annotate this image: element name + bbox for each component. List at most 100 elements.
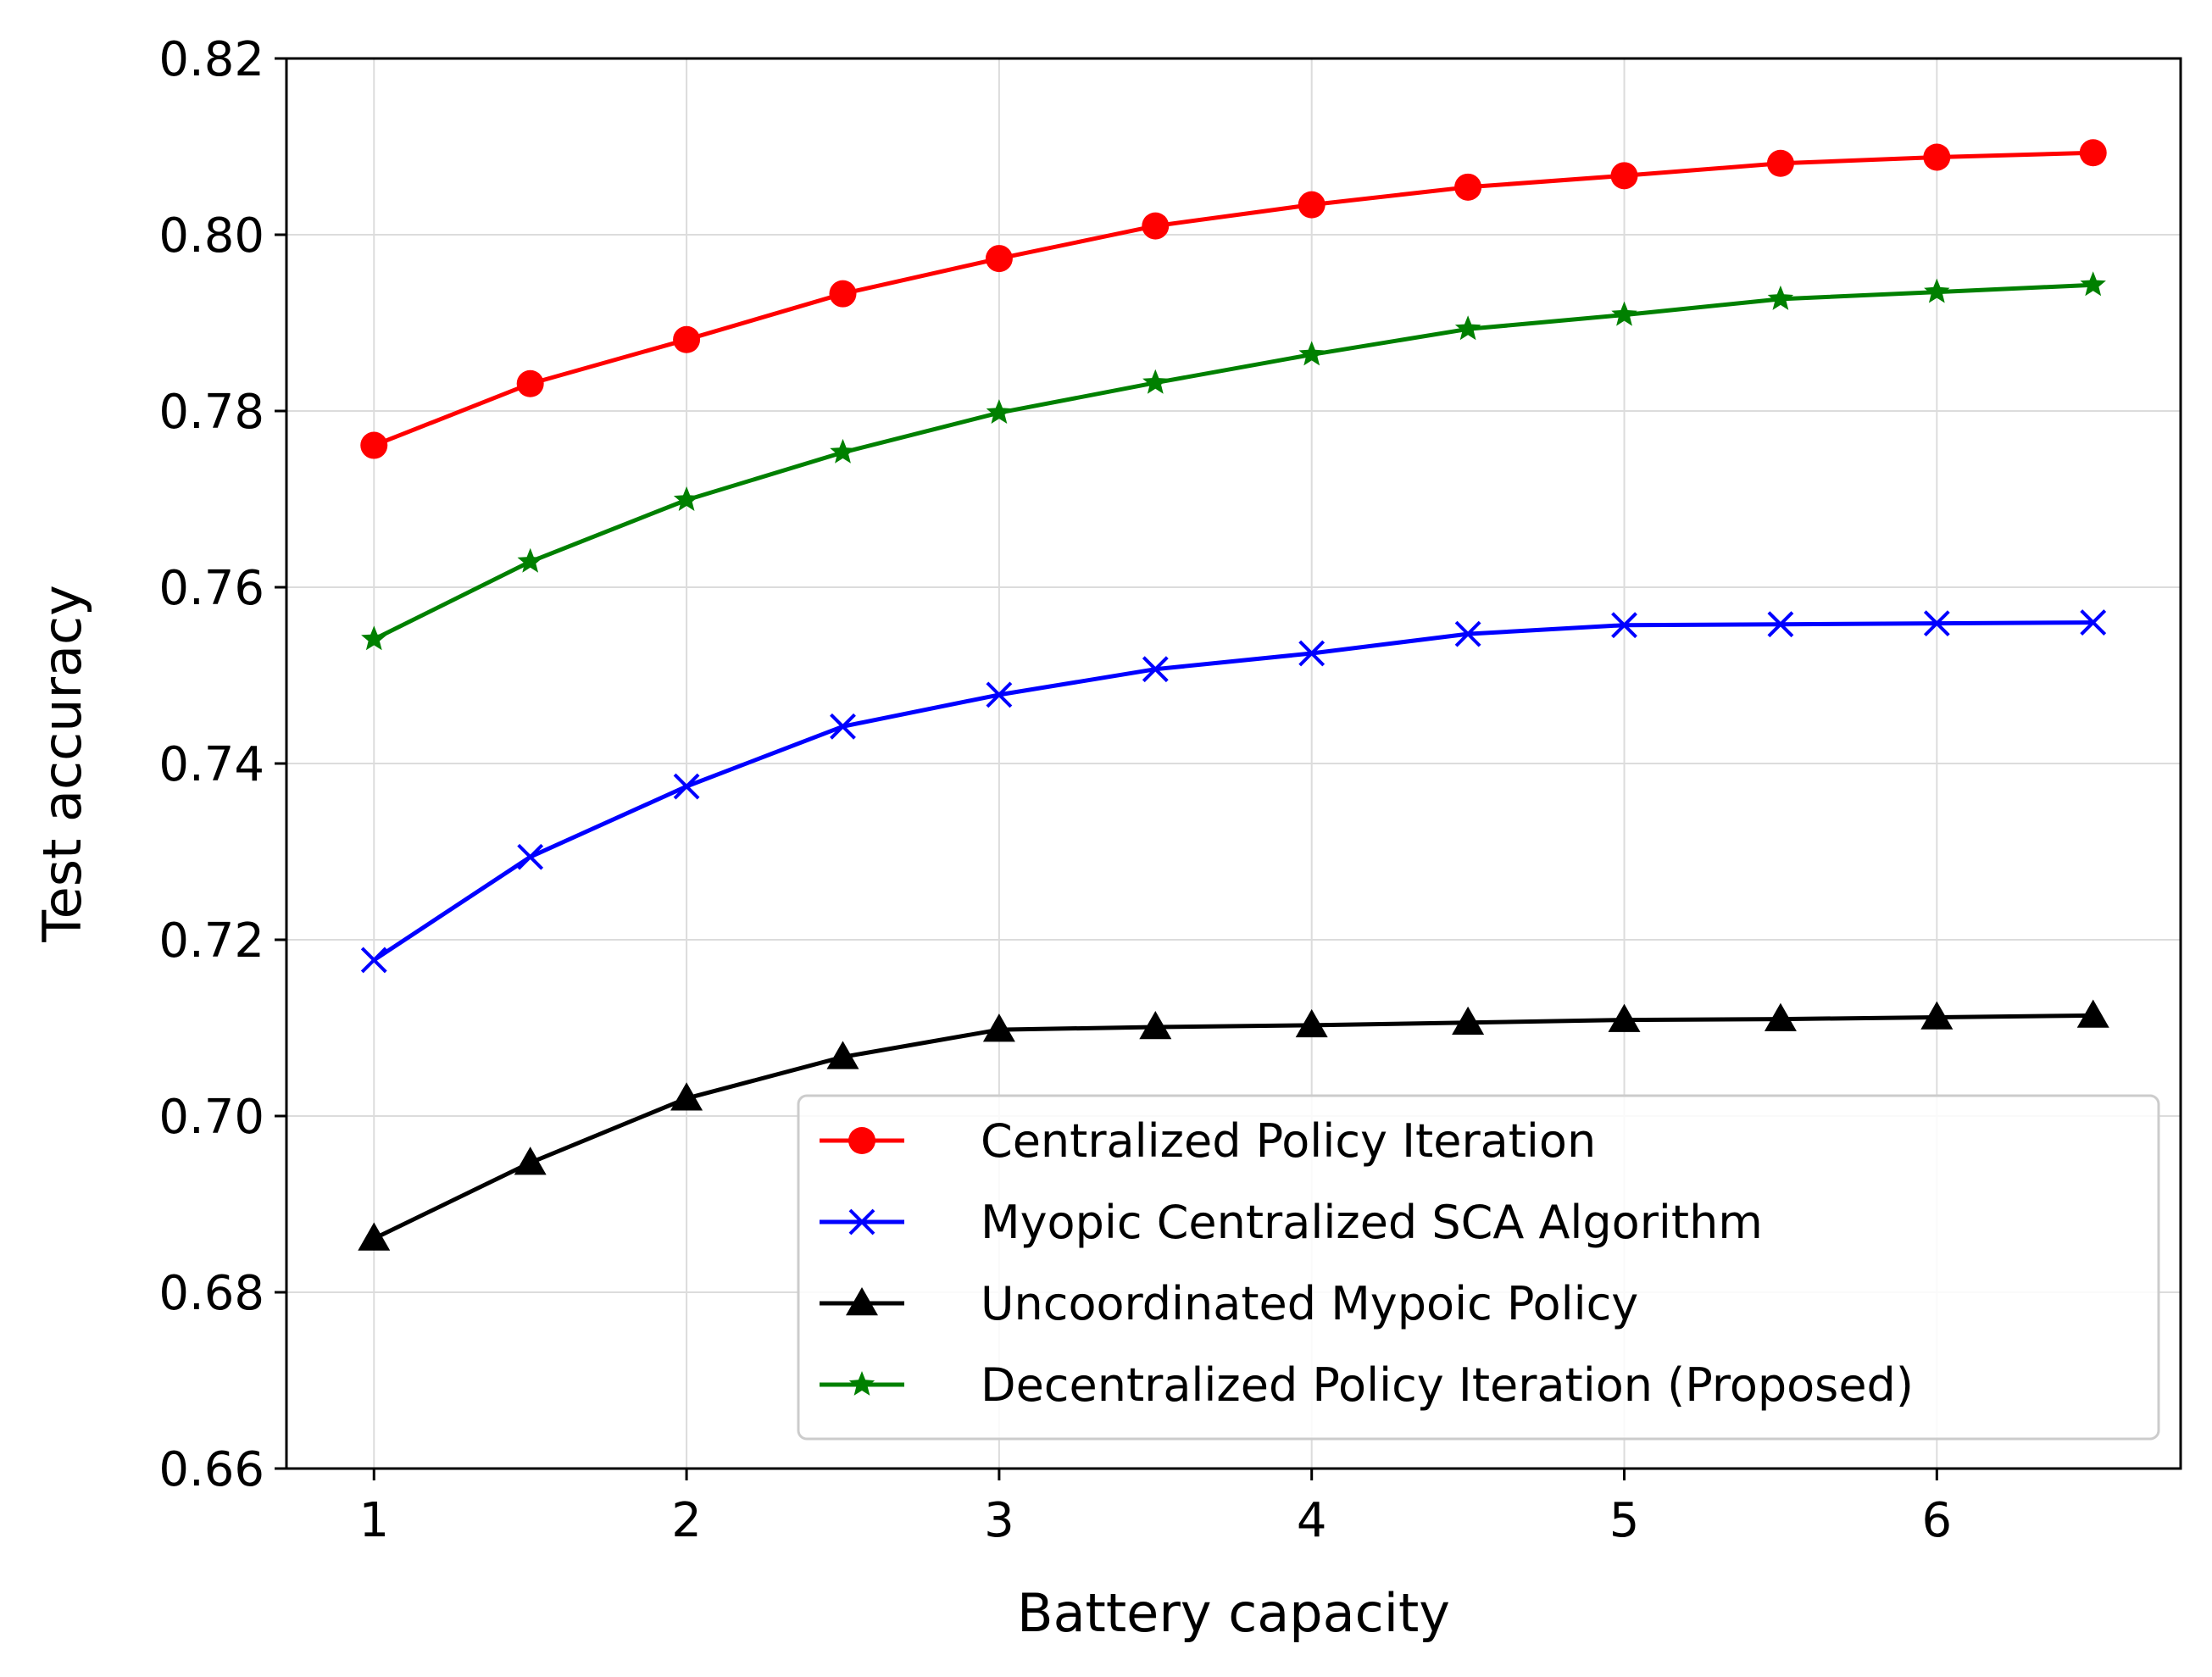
axis-ticks: 1 2 3 4 5 6 0.66 0.68 0.70 0.72 0.74 0.76 0.78 0.80 0.… [158, 32, 1952, 1548]
series-line [373, 1013, 2093, 1241]
series-line [373, 150, 2093, 447]
x-tick-label: 1 [358, 1493, 389, 1548]
data-point [673, 325, 701, 353]
legend-label: Centralized Policy Iteration [981, 1114, 1596, 1168]
data-point [1454, 173, 1482, 201]
data-point [1767, 611, 1794, 638]
data-point [1611, 612, 1637, 639]
data-point [673, 773, 700, 800]
y-tick-label: 0.74 [158, 737, 264, 792]
data-point [2080, 271, 2106, 297]
data-point-stroke [673, 773, 700, 800]
y-axis-label: Test accuracy [31, 585, 93, 943]
x-tick-label: 3 [984, 1493, 1014, 1548]
data-point [517, 843, 544, 870]
legend-label: Myopic Centralized SCA Algorithm [981, 1196, 1763, 1249]
data-point [829, 280, 857, 308]
data-point-stroke [1298, 640, 1326, 667]
data-point [1452, 1006, 1485, 1036]
data-point [2076, 999, 2109, 1028]
data-point [982, 1013, 1015, 1042]
legend-item: Decentralized Policy Iteration (Proposed… [820, 1358, 1914, 1412]
data-point [670, 1082, 703, 1111]
data-point [1766, 149, 1794, 177]
data-point [1139, 1010, 1172, 1040]
data-point [1611, 301, 1637, 326]
data-point-stroke [360, 947, 387, 974]
data-point [1454, 620, 1481, 647]
data-point-stroke [1454, 620, 1481, 647]
data-point-stroke [1142, 656, 1169, 683]
data-point [1298, 640, 1326, 667]
y-tick-label: 0.82 [158, 32, 264, 87]
data-point-stroke [1767, 611, 1794, 638]
data-point [673, 486, 700, 511]
y-tick-label: 0.72 [158, 913, 264, 969]
legend-marker [848, 1371, 875, 1396]
x-tick-label: 6 [1922, 1493, 1953, 1548]
series-line [373, 282, 2093, 641]
y-tick-label: 0.70 [158, 1090, 264, 1145]
data-point [361, 625, 387, 651]
series-0 [360, 139, 2107, 459]
data-point [1767, 285, 1794, 310]
data-point [1142, 212, 1170, 240]
y-tick-label: 0.80 [158, 208, 264, 264]
data-point [1610, 162, 1638, 190]
y-tick-label: 0.76 [158, 561, 264, 616]
legend-label: Uncoordinated Mypoic Policy [981, 1277, 1638, 1330]
data-point [1298, 341, 1325, 366]
data-point [1298, 191, 1326, 219]
data-point [1295, 1008, 1328, 1038]
x-tick-label: 2 [671, 1493, 702, 1548]
series-2 [358, 999, 2109, 1251]
x-tick-label: 5 [1609, 1493, 1640, 1548]
data-point [517, 547, 543, 573]
legend: Centralized Policy Iteration Myopic Centr… [797, 1094, 2160, 1441]
data-point [1764, 1002, 1797, 1031]
data-point [2079, 139, 2107, 167]
data-point [1920, 1001, 1954, 1030]
legend-item: Myopic Centralized SCA Algorithm [820, 1196, 1763, 1249]
data-point [514, 1147, 547, 1175]
y-tick-label: 0.68 [158, 1266, 264, 1321]
data-point [1923, 143, 1951, 171]
data-point [358, 1222, 391, 1251]
data-point [1142, 369, 1169, 394]
legend-label: Decentralized Policy Iteration (Proposed… [981, 1358, 1914, 1412]
data-point-stroke [2080, 609, 2107, 636]
legend-item: Centralized Policy Iteration [820, 1114, 1596, 1168]
series-layer [358, 139, 2109, 1251]
data-point [830, 438, 856, 464]
legend-item: Uncoordinated Mypoic Policy [820, 1277, 1638, 1330]
legend-marker-stroke [848, 1208, 875, 1236]
data-point [985, 245, 1013, 273]
series-line [372, 620, 2093, 962]
x-axis-label: Battery capacity [1017, 1582, 1450, 1644]
data-point [1142, 656, 1169, 683]
data-point-stroke [830, 713, 856, 740]
data-point [1454, 315, 1481, 341]
data-point-stroke [517, 843, 544, 870]
legend-marker [848, 1127, 875, 1154]
data-point [1923, 610, 1950, 637]
data-point [830, 713, 856, 740]
data-point-stroke [1923, 610, 1950, 637]
data-point-stroke [1611, 612, 1637, 639]
data-point [1924, 278, 1950, 303]
y-tick-label: 0.66 [158, 1442, 264, 1497]
data-point [360, 431, 388, 459]
series-3 [361, 271, 2106, 651]
y-tick-label: 0.78 [158, 385, 264, 440]
data-point-stroke [986, 681, 1013, 708]
data-point [986, 681, 1013, 708]
legend-marker [846, 1287, 878, 1316]
data-point [360, 947, 387, 974]
data-point [826, 1041, 859, 1069]
x-tick-label: 4 [1297, 1493, 1327, 1548]
series-1 [360, 609, 2107, 974]
data-point [1608, 1003, 1641, 1032]
data-point [516, 369, 544, 397]
data-point [2080, 609, 2107, 636]
